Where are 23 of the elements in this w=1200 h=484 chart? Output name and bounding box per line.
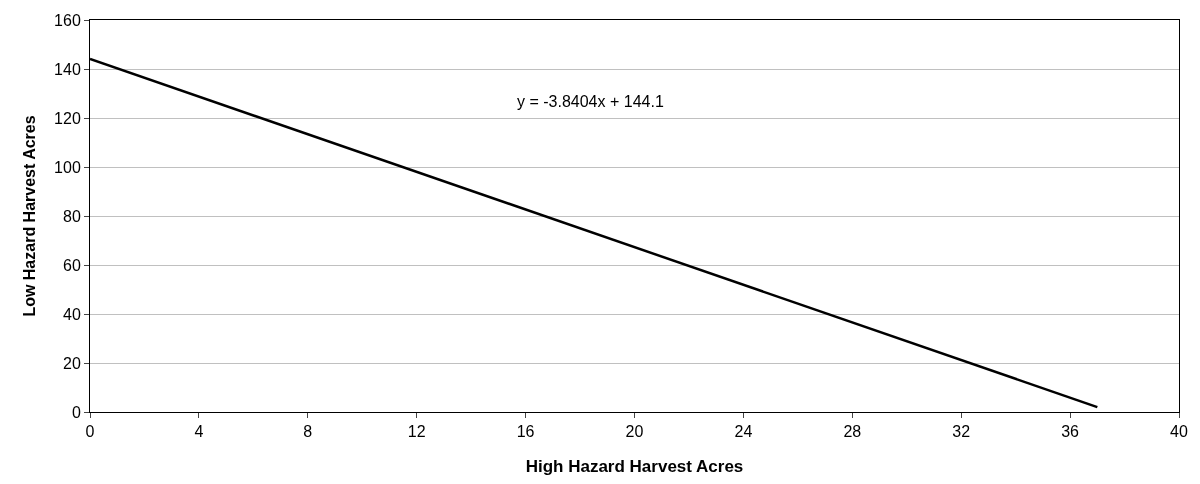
y-tick-label: 80 — [63, 207, 81, 225]
x-tick-label: 0 — [85, 423, 95, 441]
y-tick-label: 160 — [54, 11, 81, 29]
x-tick-label: 20 — [625, 423, 644, 441]
x-tick-label: 40 — [1170, 423, 1188, 441]
x-tick-label: 28 — [843, 423, 862, 441]
x-tick-label: 32 — [952, 423, 971, 441]
y-tick-label: 140 — [54, 60, 81, 78]
y-axis-title: Low Hazard Harvest Acres — [21, 115, 38, 317]
x-tick-label: 8 — [303, 423, 313, 441]
x-tick-label: 4 — [194, 423, 204, 441]
annotation: y = -3.8404x + 144.1 — [517, 93, 664, 110]
y-tick-label: 120 — [54, 109, 81, 127]
x-tick-label: 16 — [516, 423, 535, 441]
y-tick-label: 0 — [71, 403, 81, 421]
y-tick-label: 20 — [63, 354, 81, 372]
x-tick-label: 24 — [734, 423, 753, 441]
y-tick-label: 60 — [63, 256, 81, 274]
y-tick-label: 40 — [63, 305, 81, 323]
x-axis-title: High Hazard Harvest Acres — [525, 456, 744, 476]
x-tick-label: 12 — [407, 423, 426, 441]
x-tick-label: 36 — [1061, 423, 1080, 441]
y-tick-label: 100 — [54, 158, 81, 176]
